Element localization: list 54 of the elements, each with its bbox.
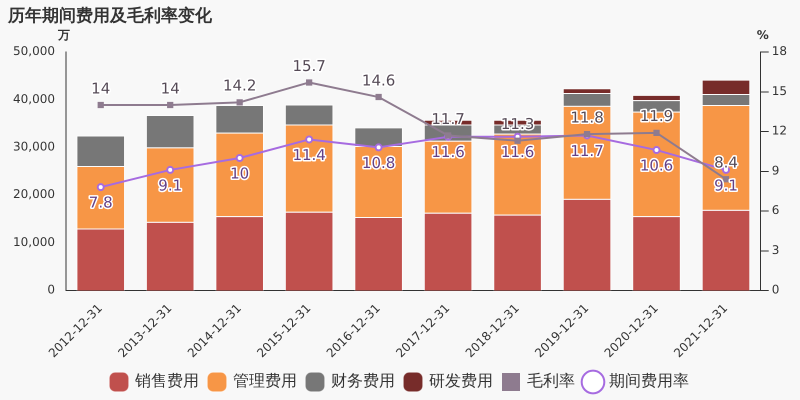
y2-axis-title: %	[756, 28, 769, 42]
point	[652, 146, 661, 154]
y2-tick-label: 12	[772, 124, 788, 138]
y-tick-label: 50,000	[12, 44, 55, 58]
y2-tick-label: 6	[772, 203, 780, 218]
point	[166, 166, 174, 174]
data-label: 15.7	[292, 56, 326, 75]
legend-label: 管理费用	[233, 371, 297, 390]
y-tick-label: 20,000	[12, 187, 55, 202]
point	[98, 102, 104, 108]
data-label: 10.8	[362, 154, 396, 172]
point	[236, 99, 243, 106]
data-label: 14	[91, 79, 110, 98]
y-axis-title: 万	[56, 28, 70, 42]
data-label: 11.3	[500, 115, 534, 134]
data-label: 10	[230, 164, 250, 182]
y2-tick-label: 9	[772, 163, 780, 178]
point	[167, 102, 174, 108]
point	[514, 138, 521, 144]
data-label: 8.4	[714, 154, 738, 172]
point	[306, 79, 312, 86]
data-label: 10.6	[640, 156, 674, 174]
point	[653, 130, 660, 136]
data-label: 14.6	[362, 71, 396, 90]
legend-label: 销售费用	[134, 371, 199, 390]
data-label: 11.6	[500, 143, 534, 162]
data-label: 14	[160, 79, 180, 98]
chart-title: 历年期间费用及毛利率变化	[8, 5, 212, 27]
y2-tick-label: 18	[772, 44, 788, 58]
data-label: 14.2	[222, 76, 256, 95]
legend-label: 研发费用	[429, 371, 493, 390]
data-label: 7.8	[88, 194, 113, 212]
point	[376, 94, 382, 100]
legend-label: 期间费用率	[609, 371, 689, 390]
y2-tick-label: 3	[772, 242, 780, 257]
data-label: 11.9	[640, 107, 674, 126]
point	[96, 183, 105, 192]
data-label: 9.1	[714, 176, 738, 194]
point	[236, 154, 244, 162]
y2-tick-label: 15	[772, 84, 788, 98]
data-label: 11.8	[570, 108, 604, 127]
point	[305, 135, 314, 144]
point	[374, 143, 383, 152]
data-label: 11.4	[292, 146, 326, 164]
data-label: 11.7	[570, 142, 604, 160]
data-label: 9.1	[158, 176, 182, 194]
y-tick-label: 40,000	[12, 92, 55, 106]
y-tick-label: 10,000	[12, 234, 55, 249]
legend-label: 财务费用	[331, 371, 395, 390]
y-tick-label: 30,000	[12, 140, 55, 154]
legend-label: 毛利率	[527, 371, 575, 390]
y2-tick-label: 0	[772, 282, 780, 297]
y-tick-label: 0	[47, 282, 55, 297]
data-label: 11.6	[431, 143, 465, 162]
